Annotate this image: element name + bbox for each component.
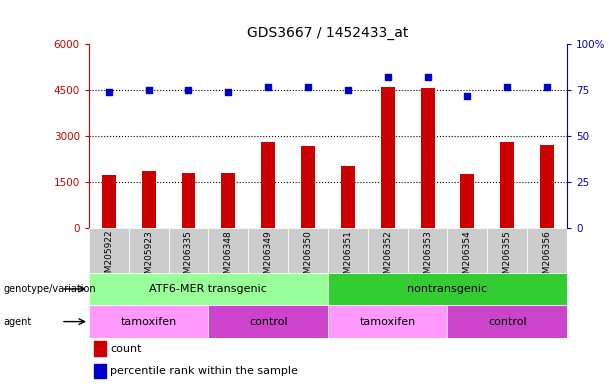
Bar	[208, 228, 248, 273]
Bar	[447, 305, 567, 338]
Bar	[328, 273, 567, 305]
Bar	[500, 142, 514, 228]
Point	[503, 83, 512, 89]
Text: agent: agent	[3, 316, 31, 327]
Text: GSM206350: GSM206350	[303, 230, 313, 285]
Text: tamoxifen: tamoxifen	[121, 316, 177, 327]
Text: GSM206355: GSM206355	[503, 230, 512, 285]
Bar	[248, 228, 288, 273]
Bar	[328, 305, 447, 338]
Bar	[208, 305, 328, 338]
Point	[143, 87, 153, 93]
Bar	[181, 172, 196, 228]
Bar	[94, 341, 105, 356]
Text: tamoxifen: tamoxifen	[360, 316, 416, 327]
Bar	[368, 228, 408, 273]
Text: control: control	[249, 316, 287, 327]
Text: GSM206348: GSM206348	[224, 230, 233, 285]
Bar	[341, 166, 355, 228]
Text: GSM206353: GSM206353	[423, 230, 432, 285]
Point	[104, 89, 114, 95]
Bar	[301, 146, 315, 228]
Point	[542, 83, 552, 89]
Bar	[288, 228, 328, 273]
Text: GSM206356: GSM206356	[543, 230, 552, 285]
Bar	[381, 87, 395, 228]
Bar	[89, 228, 129, 273]
Bar	[460, 174, 474, 228]
Text: GSM206349: GSM206349	[264, 230, 273, 285]
Text: GSM205922: GSM205922	[104, 230, 113, 285]
Text: genotype/variation: genotype/variation	[3, 284, 96, 294]
Bar	[447, 228, 487, 273]
Point	[423, 74, 433, 80]
Bar	[142, 171, 156, 228]
Text: GSM206352: GSM206352	[383, 230, 392, 285]
Bar	[94, 364, 105, 378]
Text: GSM206354: GSM206354	[463, 230, 472, 285]
Text: GSM206335: GSM206335	[184, 230, 193, 285]
Text: GSM205923: GSM205923	[144, 230, 153, 285]
Bar	[102, 175, 116, 228]
Point	[383, 74, 392, 80]
Bar	[328, 228, 368, 273]
Text: nontransgenic: nontransgenic	[408, 284, 487, 294]
Text: count: count	[110, 344, 142, 354]
Text: percentile rank within the sample: percentile rank within the sample	[110, 366, 299, 376]
Bar	[221, 172, 235, 228]
Bar	[408, 228, 447, 273]
Bar	[89, 273, 328, 305]
Title: GDS3667 / 1452433_at: GDS3667 / 1452433_at	[247, 26, 409, 40]
Text: ATF6-MER transgenic: ATF6-MER transgenic	[150, 284, 267, 294]
Point	[463, 93, 473, 99]
Bar	[89, 305, 208, 338]
Bar	[169, 228, 208, 273]
Point	[223, 89, 233, 95]
Bar	[421, 88, 435, 228]
Bar	[540, 145, 554, 228]
Point	[343, 87, 353, 93]
Text: control: control	[488, 316, 527, 327]
Bar	[129, 228, 169, 273]
Point	[264, 83, 273, 89]
Bar	[487, 228, 527, 273]
Bar	[261, 142, 275, 228]
Bar	[527, 228, 567, 273]
Point	[303, 83, 313, 89]
Point	[184, 87, 194, 93]
Text: GSM206351: GSM206351	[343, 230, 352, 285]
